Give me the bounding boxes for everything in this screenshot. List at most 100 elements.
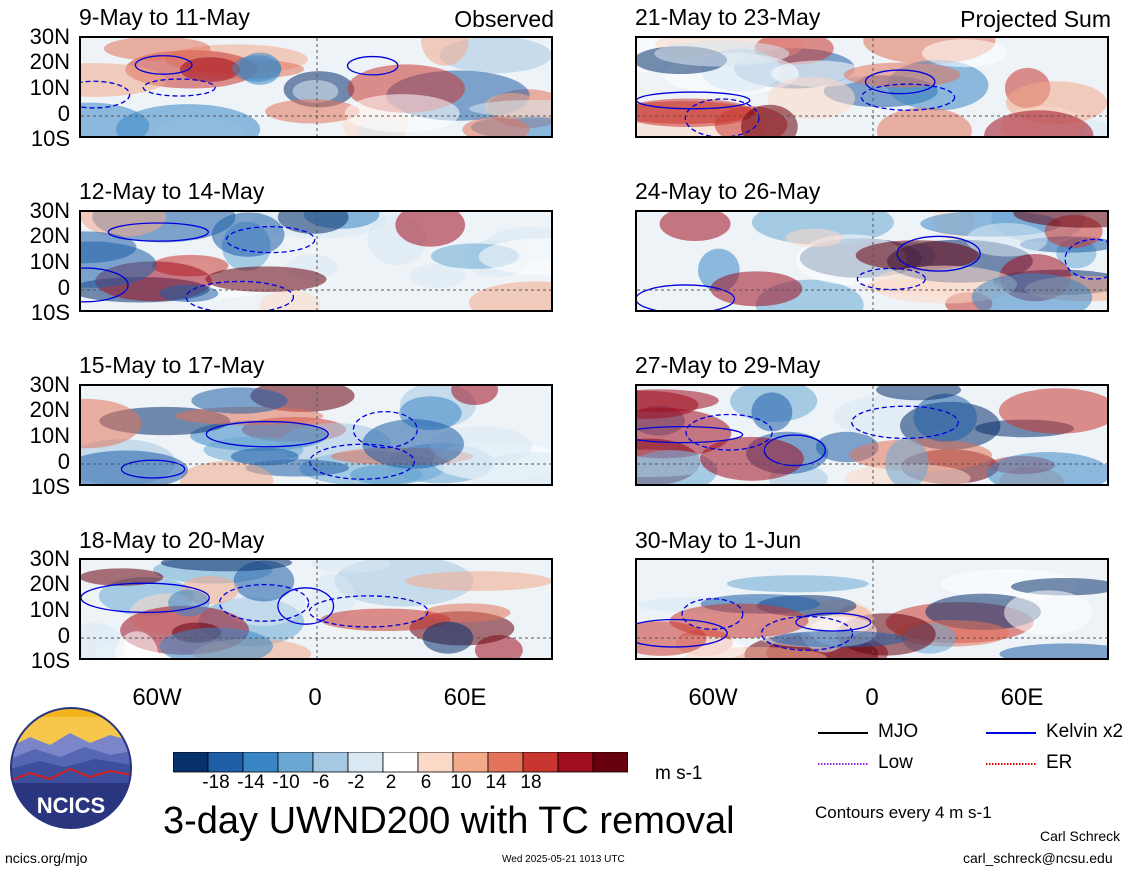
- footer-author: Carl Schreck: [1040, 828, 1121, 844]
- footer-email[interactable]: carl_schreck@ncsu.edu: [963, 850, 1113, 866]
- panel-title-3: 15-May to 17-May: [79, 352, 265, 378]
- field-anomaly-blob: [410, 263, 466, 289]
- map-panel-2: [79, 210, 553, 312]
- field-anomaly-blob: [767, 76, 856, 120]
- field-anomaly-blob: [913, 393, 977, 442]
- lon-label-60e: 60E: [443, 684, 487, 711]
- lat-label-20n: 20N: [29, 49, 70, 74]
- field-anomaly-blob: [462, 117, 530, 136]
- field-anomaly-blob: [81, 622, 126, 658]
- field-anomaly-blob: [103, 38, 211, 61]
- colorbar-swatch: [487, 752, 524, 773]
- lat-label-10n: 10N: [29, 75, 70, 100]
- field-anomaly-blob: [292, 79, 339, 103]
- kelvin-contour: [277, 587, 335, 625]
- colorbar-swatch: [417, 752, 454, 773]
- field-anomaly-blob: [362, 419, 465, 469]
- lat-label-10n: 10N: [29, 249, 70, 274]
- lat-label-20n: 20N: [29, 397, 70, 422]
- lat-label-10s: 10S: [30, 648, 70, 673]
- map-panel-6: [635, 210, 1109, 312]
- colorbar-tick: -18: [202, 772, 230, 793]
- lon-label-60w: 60W: [132, 684, 182, 711]
- field-anomaly-blob: [180, 460, 274, 484]
- field-anomaly-blob: [741, 104, 798, 136]
- kelvin-contour: [81, 582, 210, 614]
- colorbar-swatch: [242, 752, 279, 773]
- field-anomaly-blob: [179, 57, 241, 82]
- colorbar-swatch: [452, 752, 489, 773]
- lat-label-30n: 30N: [29, 198, 70, 223]
- kelvin-contour: [134, 55, 193, 75]
- lon-label-0: 0: [308, 684, 322, 711]
- lat-label-20n: 20N: [29, 571, 70, 596]
- footer-url[interactable]: ncics.org/mjo: [5, 850, 88, 866]
- colorbar-tick: -10: [272, 772, 300, 793]
- lat-label-eq: 0: [57, 101, 70, 126]
- map-panel-1: [79, 36, 553, 138]
- field-anomaly-blob: [421, 38, 469, 66]
- kelvin-contour: [205, 420, 329, 448]
- colorbar-swatch: [347, 752, 384, 773]
- kelvin-contour: [637, 284, 736, 310]
- map-panel-5: [635, 36, 1109, 138]
- field-anomaly-blob: [785, 228, 843, 248]
- field-anomaly-blob: [984, 110, 1094, 136]
- colorbar: [173, 752, 628, 773]
- panel-title-2: 12-May to 14-May: [79, 178, 265, 204]
- field-anomaly-blob: [469, 452, 551, 484]
- kelvin-contour: [896, 235, 981, 272]
- field-anomaly-blob: [211, 212, 285, 257]
- colorbar-tick: -14: [237, 772, 265, 793]
- field-anomaly-blob: [876, 386, 962, 401]
- footer-timestamp: Wed 2025-05-21 1013 UTC: [502, 854, 625, 865]
- kelvin-contour: [864, 69, 936, 95]
- field-anomaly-blob: [232, 55, 282, 82]
- field-anomaly-blob: [344, 94, 460, 133]
- field-anomaly-blob: [81, 450, 189, 484]
- field-anomaly-blob: [81, 568, 164, 586]
- field-anomaly-blob: [966, 223, 1048, 257]
- field-anomaly-blob: [751, 392, 793, 432]
- colorbar-tick: 10: [450, 772, 472, 793]
- contour-note: Contours every 4 m s-1: [815, 803, 992, 822]
- colorbar-tick: 18: [520, 772, 542, 793]
- kelvin-contour: [681, 598, 744, 630]
- colorbar-tick: -6: [312, 772, 330, 793]
- map-panel-8: [635, 558, 1109, 660]
- colorbar-tick: 2: [385, 772, 397, 793]
- kelvin-contour: [346, 55, 399, 76]
- colorbar-swatch: [207, 752, 244, 773]
- field-anomaly-blob: [998, 388, 1107, 434]
- lat-label-eq: 0: [57, 275, 70, 300]
- panel-tag-observed: Observed: [454, 6, 554, 32]
- kelvin-contour: [856, 267, 926, 291]
- lon-label-60e-right: 60E: [1000, 684, 1044, 711]
- field-anomaly-blob: [159, 284, 219, 303]
- field-anomaly-blob: [469, 99, 551, 118]
- field-anomaly-blob: [311, 560, 391, 573]
- legend-label-low: Low: [878, 752, 913, 773]
- field-anomaly-blob: [999, 643, 1107, 658]
- field-anomaly-blob: [986, 452, 1107, 484]
- field-anomaly-blob: [159, 627, 273, 658]
- lat-label-eq: 0: [57, 623, 70, 648]
- kelvin-contour: [637, 618, 728, 648]
- field-anomaly-blob: [160, 560, 293, 572]
- lat-label-30n: 30N: [29, 372, 70, 397]
- field-anomaly-blob: [168, 589, 210, 617]
- field-anomaly-blob: [191, 387, 288, 414]
- colorbar-tick: 14: [485, 772, 507, 793]
- field-anomaly-blob: [405, 571, 551, 591]
- map-panel-3: [79, 384, 553, 486]
- field-anomaly-blob: [922, 39, 1008, 68]
- lon-label-60w-right: 60W: [688, 684, 738, 711]
- field-anomaly-blob: [230, 447, 299, 466]
- map-panel-4: [79, 558, 553, 660]
- kelvin-contour: [120, 459, 186, 479]
- kelvin-contour: [142, 78, 216, 97]
- field-anomaly-blob: [700, 436, 804, 481]
- kelvin-contour: [851, 405, 959, 440]
- kelvin-contour: [107, 222, 209, 242]
- kelvin-contour: [860, 83, 956, 111]
